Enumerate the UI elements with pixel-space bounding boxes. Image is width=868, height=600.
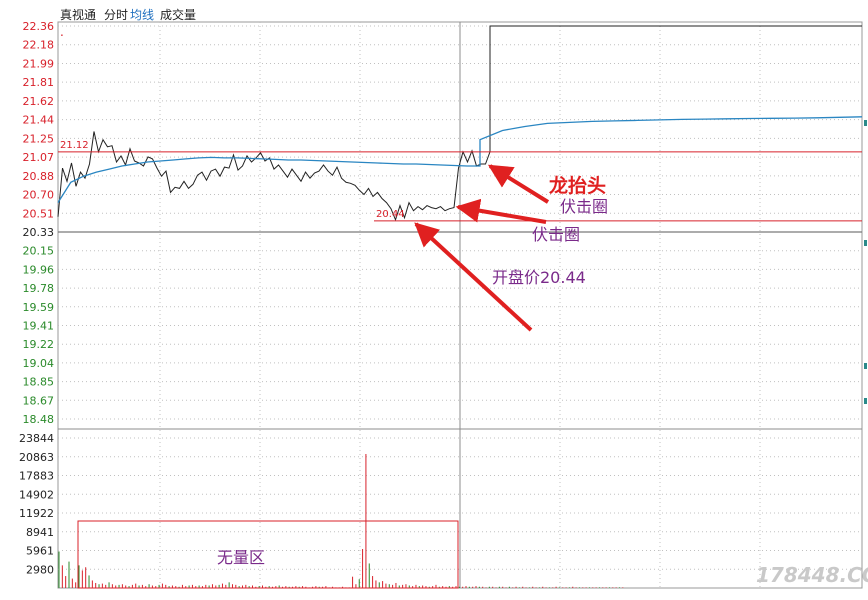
reference-lines: 21.12 20.44: [58, 140, 862, 222]
price-lines: [57, 25, 863, 222]
y-tick-15: 19.59: [23, 301, 55, 314]
y-tick-13: 19.96: [23, 263, 55, 276]
vol-tick-7: 2980: [26, 563, 54, 576]
grid-lines: [57, 21, 863, 589]
label-no-volume: 无量区: [217, 548, 265, 567]
vol-tick-1: 20863: [19, 451, 54, 464]
y-tick-0: 22.36: [23, 20, 55, 33]
ref-label-21-12: 21.12: [60, 140, 89, 151]
arrow-ambush: [455, 198, 547, 224]
header-item-1: 分时: [104, 8, 128, 22]
label-ambush-2: 伏击圈: [532, 225, 580, 244]
y-tick-8: 20.88: [23, 170, 55, 183]
watermark: 178448.COM: [756, 563, 868, 587]
y-tick-2: 21.99: [23, 57, 55, 70]
no-volume-zone: [77, 520, 459, 589]
y-tick-19: 18.85: [23, 376, 55, 389]
y-tick-3: 21.81: [23, 76, 55, 89]
vol-tick-4: 11922: [19, 507, 54, 520]
y-tick-9: 20.70: [23, 189, 55, 202]
vol-tick-2: 17883: [19, 470, 54, 483]
label-open-price: 开盘价20.44: [492, 268, 586, 287]
label-ambush-1: 伏击圈: [560, 197, 608, 216]
vol-tick-6: 5961: [26, 545, 54, 558]
arrow-open-price: [414, 222, 533, 332]
y-tick-10: 20.51: [23, 207, 55, 220]
y-axis-labels: 22.36 22.18 21.99 21.81 21.62 21.44 21.25 21.07…: [19, 20, 54, 576]
y-tick-20: 18.67: [23, 394, 55, 407]
y-tick-16: 19.41: [23, 320, 55, 333]
edge-mark-3: [864, 398, 867, 404]
average-line: [57, 116, 863, 203]
chart-header: 真视通 分时 均线 成交量.: [60, 7, 196, 39]
label-dragon-head: 龙抬头: [549, 174, 606, 197]
y-tick-6: 21.25: [23, 132, 55, 145]
header-dot: .: [60, 25, 64, 39]
vol-tick-0: 23844: [19, 432, 54, 445]
vol-tick-3: 14902: [19, 488, 54, 501]
y-tick-14: 19.78: [23, 282, 55, 295]
y-tick-18: 19.04: [23, 357, 55, 370]
y-tick-4: 21.62: [23, 95, 55, 108]
arrow-dragon-head: [487, 164, 550, 204]
y-tick-5: 21.44: [23, 114, 55, 127]
edge-mark-1: [864, 240, 867, 246]
header-item-2: 均线: [130, 8, 154, 22]
ref-label-20-44: 20.44: [376, 209, 405, 220]
y-tick-17: 19.22: [23, 338, 55, 351]
vol-tick-5: 8941: [26, 526, 54, 539]
y-tick-12: 20.15: [23, 245, 55, 258]
edge-mark-0: [864, 120, 867, 126]
y-tick-21: 18.48: [23, 413, 55, 426]
header-item-0: 真视通: [60, 7, 96, 22]
edge-mark-2: [864, 363, 867, 369]
volume-bars: [58, 454, 624, 588]
header-item-3: 成交量: [160, 7, 196, 22]
price-line: [57, 25, 862, 222]
y-tick-7: 21.07: [23, 151, 55, 164]
y-tick-11: 20.33: [23, 226, 55, 239]
y-tick-1: 22.18: [23, 39, 55, 52]
